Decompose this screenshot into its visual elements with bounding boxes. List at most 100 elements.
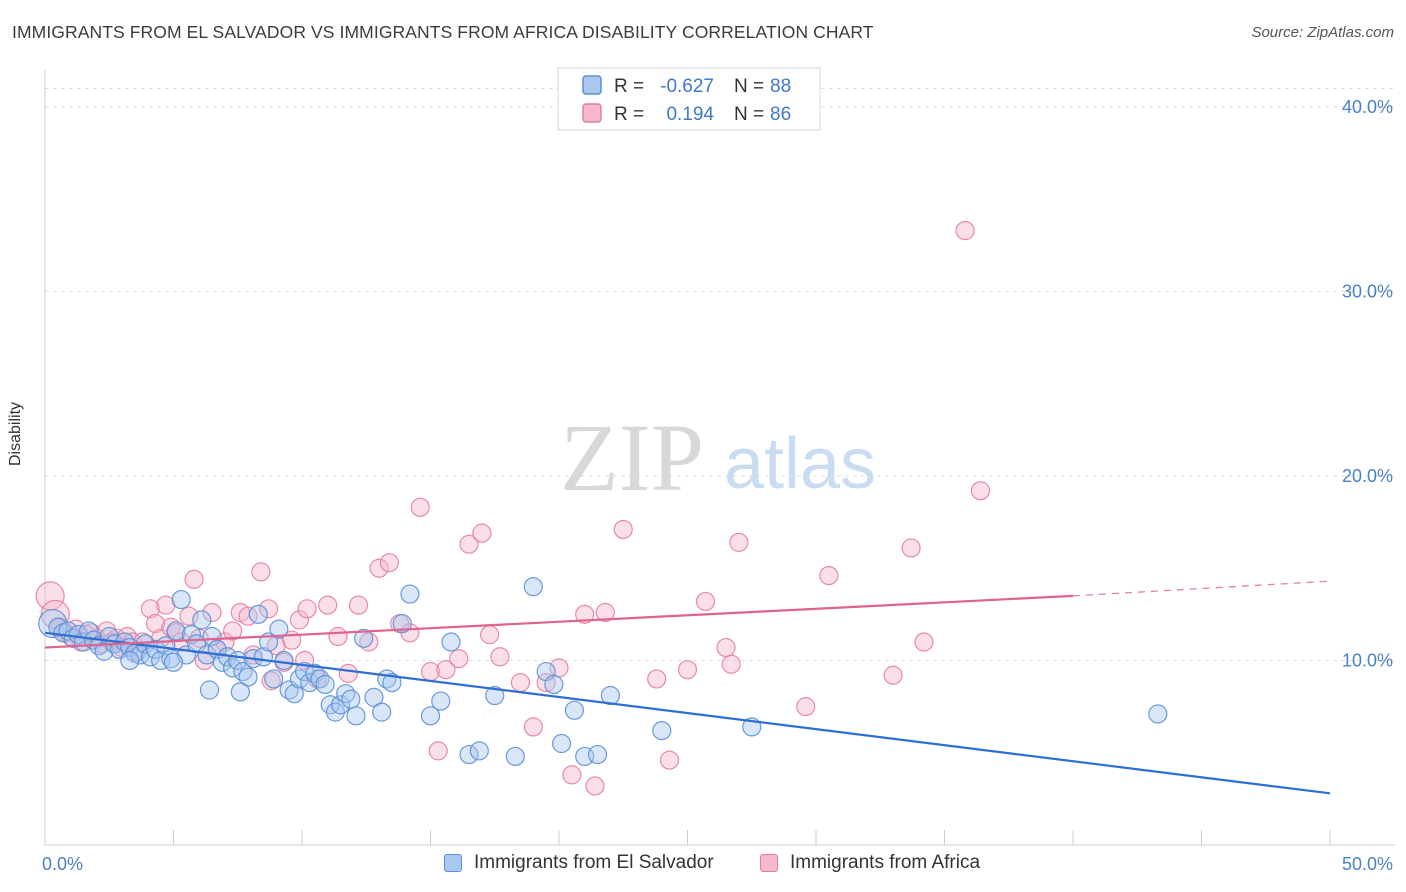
el-salvador-point-52	[310, 669, 330, 689]
africa-point-73	[659, 750, 680, 770]
africa-point-65	[536, 673, 556, 693]
stats-legend-r-value-blue: -0.627	[660, 76, 714, 97]
el-salvador-point-73	[505, 746, 525, 767]
stats-legend-swatch-pink	[582, 103, 602, 123]
africa-point-60	[472, 523, 492, 543]
el-salvador-point-57	[336, 684, 356, 704]
africa-point-61	[480, 625, 500, 645]
el-salvador-point-69	[441, 632, 461, 652]
africa-point-50	[369, 558, 389, 578]
africa-point-67	[562, 765, 582, 785]
stats-legend-r-label-pink: R =	[614, 104, 644, 125]
el-salvador-point-37	[233, 661, 253, 682]
africa-point-38	[258, 599, 279, 619]
axes	[44, 70, 1395, 846]
el-salvador-point-68	[431, 691, 451, 711]
el-salvador-point-61	[364, 687, 384, 707]
x-tick-label-1: 50.0%	[1342, 854, 1393, 874]
legend-label-el-salvador: Immigrants from El Salvador	[474, 852, 714, 873]
el-salvador-point-67	[420, 706, 441, 726]
africa-point-84	[955, 220, 975, 241]
africa-trend-line-extension	[1072, 580, 1331, 597]
el-salvador-point-58	[341, 689, 361, 709]
chart-source: Source: ZipAtlas.com	[1251, 24, 1394, 41]
el-salvador-point-47	[284, 684, 304, 704]
el-salvador-point-88	[1148, 704, 1168, 724]
el-salvador-point-77	[551, 733, 572, 754]
el-salvador-point-86	[652, 720, 672, 741]
el-salvador-point-10	[94, 641, 114, 661]
africa-point-26	[179, 606, 199, 626]
el-salvador-point-80	[587, 744, 608, 765]
africa-point-79	[796, 697, 816, 717]
africa-point-51	[379, 553, 399, 573]
el-salvador-point-64	[382, 673, 402, 693]
el-salvador-point-1	[48, 617, 68, 637]
el-salvador-point-78	[564, 700, 585, 720]
africa-point-75	[695, 591, 716, 612]
stats-legend-n-value-pink: 86	[770, 104, 791, 125]
el-salvador-point-66	[400, 584, 420, 604]
el-salvador-point-53	[315, 674, 335, 695]
legend-swatch-blue	[444, 854, 462, 872]
el-salvador-point-50	[300, 673, 320, 693]
chart-title: IMMIGRANTS FROM EL SALVADOR VS IMMIGRANT…	[12, 22, 874, 42]
africa-point-76	[716, 637, 736, 658]
africa-point-72	[647, 669, 667, 689]
el-salvador-point-29	[192, 610, 212, 630]
africa-point-48	[348, 595, 369, 615]
stats-legend: R = -0.627 N = 88 R = 0.194 N = 86	[557, 67, 821, 131]
africa-point-20	[145, 613, 166, 634]
y-tick-label-0: 10.0%	[1342, 650, 1393, 670]
africa-point-69	[585, 776, 605, 796]
africa-point-58	[449, 649, 469, 669]
el-salvador-point-33	[212, 652, 232, 672]
el-salvador-point-74	[523, 577, 543, 597]
africa-point-70	[595, 602, 615, 623]
watermark-zip: ZIP	[560, 404, 704, 511]
grid-lines	[45, 87, 1395, 661]
el-salvador-point-76	[544, 674, 564, 695]
watermark-atlas: atlas	[724, 424, 876, 504]
el-salvador-point-82	[199, 680, 220, 700]
africa-point-37	[251, 562, 271, 582]
africa-point-45	[318, 595, 338, 615]
el-salvador-point-40	[248, 604, 268, 624]
el-salvador-trend-line	[44, 631, 1331, 795]
africa-point-42	[289, 610, 310, 630]
africa-point-30	[202, 602, 222, 623]
el-salvador-point-20	[145, 639, 166, 660]
el-salvador-point-7	[79, 621, 99, 641]
el-salvador-point-45	[274, 650, 294, 671]
el-salvador-point-71	[469, 741, 489, 761]
africa-point-23	[161, 617, 181, 637]
y-tick-label-2: 30.0%	[1342, 281, 1393, 301]
africa-point-64	[523, 717, 543, 737]
stats-legend-n-label-pink: N =	[734, 104, 764, 125]
el-salvador-point-43	[264, 669, 284, 689]
el-salvador-point-62	[372, 702, 392, 722]
el-salvador-point-83	[230, 682, 250, 702]
el-salvador-point-65	[392, 613, 412, 634]
africa-point-83	[914, 632, 934, 652]
africa-point-27	[184, 569, 204, 589]
africa-point-82	[901, 538, 921, 558]
trend-lines	[44, 580, 1331, 795]
africa-point-74	[677, 660, 698, 680]
legend-item-africa: Immigrants from Africa	[760, 852, 980, 874]
y-tick-label-3: 40.0%	[1342, 97, 1393, 117]
africa-point-43	[297, 599, 317, 619]
stats-legend-n-label-blue: N =	[734, 76, 764, 97]
series-el-salvador-points	[38, 577, 1168, 767]
legend-item-el-salvador: Immigrants from El Salvador	[444, 852, 714, 874]
stats-legend-r-label-blue: R =	[614, 76, 644, 97]
africa-point-59	[459, 534, 479, 554]
africa-point-81	[883, 665, 903, 685]
africa-trend-line	[44, 594, 1074, 649]
stats-legend-n-value-blue: 88	[770, 76, 791, 97]
africa-point-49	[359, 632, 379, 652]
africa-point-47	[338, 663, 358, 683]
africa-point-80	[819, 565, 839, 586]
africa-point-62	[490, 647, 510, 667]
